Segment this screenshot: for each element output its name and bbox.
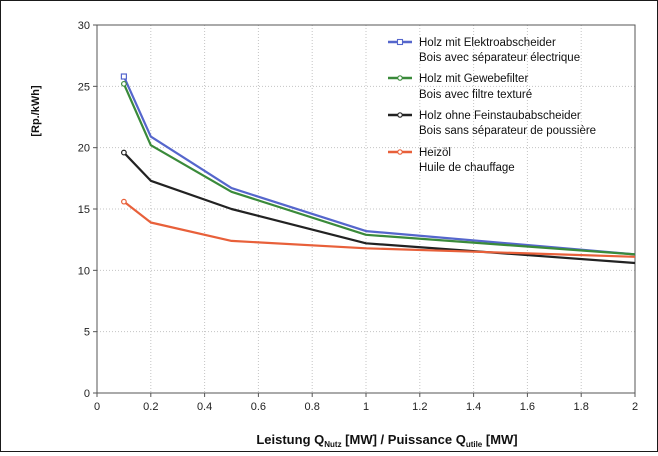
x-tick-label: 1.8 (574, 401, 589, 413)
legend-label-4-2: Huile de chauffage (419, 162, 515, 174)
legend-marker-2 (397, 75, 403, 81)
y-tick-label: 5 (84, 327, 90, 339)
grid (97, 25, 635, 393)
y-tick-label: 25 (78, 81, 90, 93)
x-tick-label: 0 (94, 401, 100, 413)
x-axis-title-part3: [MW] (482, 432, 517, 447)
x-tick-label: 1.2 (412, 401, 427, 413)
x-axis-title-part1: Leistung Q (256, 432, 324, 447)
legend-marker-4 (397, 149, 403, 155)
legend-label-2-2: Bois avec filtre texturé (419, 89, 532, 101)
series-group (120, 73, 636, 265)
legend-label-1-1: Holz mit Elektroabscheider (419, 37, 556, 49)
series-line-2 (122, 83, 636, 256)
series-point-4 (120, 198, 127, 205)
y-tick-label: 20 (78, 143, 90, 155)
x-axis-title: Leistung QNutz [MW] / Puissance Qutile [… (256, 432, 517, 449)
x-tick-label: 1 (363, 401, 369, 413)
y-tick-label: 0 (84, 388, 90, 400)
series-line-1 (122, 76, 636, 256)
y-tick-label: 10 (78, 265, 90, 277)
y-axis-title: [Rp./kWh] (30, 85, 42, 137)
series-line-4 (123, 200, 636, 258)
x-tick-label: 0.4 (197, 401, 212, 413)
series-line-3 (123, 151, 636, 265)
legend-marker-3 (397, 112, 403, 118)
axes: 0 5 10 15 20 25 30 0 0.2 0.4 0.6 0.8 1 1.2 1.4 1.6 1.8 2 (78, 20, 638, 413)
legend-label-1-2: Bois avec séparateur électrique (419, 52, 580, 64)
legend-label-4-1: Heizöl (419, 147, 451, 159)
x-tick-label: 0.8 (305, 401, 320, 413)
legend: Holz mit Elektroabscheider Bois avec sépa… (388, 37, 596, 174)
legend-label-2-1: Holz mit Gewebefilter (419, 73, 528, 85)
series-point-3 (120, 149, 127, 156)
y-tick-label: 15 (78, 204, 90, 216)
series-point-1 (120, 73, 128, 80)
x-tick-label: 0.2 (143, 401, 158, 413)
x-axis-title-sub2: utile (466, 440, 483, 449)
legend-marker-1 (396, 38, 404, 46)
legend-label-3-1: Holz ohne Feinstaubabscheider (419, 110, 581, 122)
x-tick-label: 2 (632, 401, 638, 413)
x-axis-title-part2: [MW] / Puissance Q (342, 432, 466, 447)
x-tick-label: 0.6 (251, 401, 266, 413)
y-tick-label: 30 (78, 20, 90, 32)
x-tick-label: 1.4 (466, 401, 481, 413)
x-tick-label: 1.6 (520, 401, 535, 413)
x-axis-title-sub1: Nutz (324, 440, 341, 449)
series-point-2 (120, 80, 127, 87)
legend-label-3-2: Bois sans séparateur de poussière (419, 125, 596, 137)
